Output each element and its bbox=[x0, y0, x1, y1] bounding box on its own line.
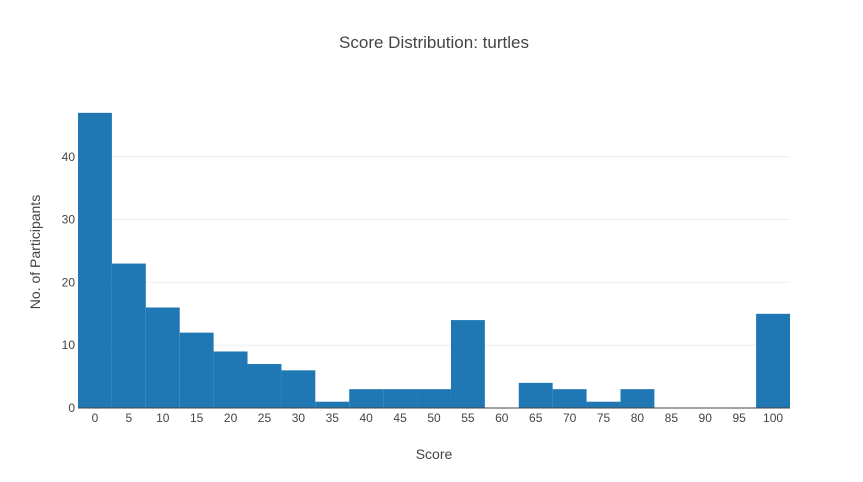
y-tick-label: 10 bbox=[62, 338, 76, 352]
x-tick-label: 55 bbox=[461, 411, 475, 425]
x-tick-label: 70 bbox=[563, 411, 577, 425]
histogram-bar bbox=[586, 401, 621, 408]
histogram-bar bbox=[450, 320, 485, 408]
x-tick-label: 10 bbox=[156, 411, 170, 425]
x-axis-title: Score bbox=[416, 446, 453, 462]
x-tick-label: 30 bbox=[292, 411, 306, 425]
chart-title: Score Distribution: turtles bbox=[339, 33, 529, 52]
histogram-bar bbox=[145, 307, 180, 408]
y-axis-ticks: 0 10 20 30 40 bbox=[62, 150, 76, 415]
x-tick-label: 20 bbox=[224, 411, 238, 425]
x-tick-label: 40 bbox=[360, 411, 374, 425]
x-tick-label: 45 bbox=[393, 411, 407, 425]
histogram-bar bbox=[315, 401, 350, 408]
x-tick-label: 35 bbox=[326, 411, 340, 425]
histogram-bar bbox=[78, 112, 112, 408]
x-tick-label: 15 bbox=[190, 411, 204, 425]
x-tick-label: 75 bbox=[597, 411, 611, 425]
bars bbox=[78, 112, 790, 408]
y-tick-label: 0 bbox=[68, 401, 75, 415]
histogram-bar bbox=[349, 389, 384, 408]
histogram-bar bbox=[179, 332, 214, 408]
histogram-bar bbox=[247, 364, 282, 408]
histogram-bar bbox=[213, 351, 248, 408]
x-tick-label: 90 bbox=[699, 411, 713, 425]
x-tick-label: 100 bbox=[763, 411, 783, 425]
histogram-bar bbox=[518, 382, 553, 408]
x-tick-label: 65 bbox=[529, 411, 543, 425]
gridlines bbox=[78, 156, 790, 346]
histogram-bar bbox=[620, 389, 655, 408]
x-tick-label: 85 bbox=[665, 411, 679, 425]
histogram-bar bbox=[756, 313, 790, 408]
x-tick-label: 50 bbox=[427, 411, 441, 425]
histogram-bar bbox=[552, 389, 587, 408]
histogram-bar bbox=[417, 389, 451, 408]
x-tick-label: 60 bbox=[495, 411, 509, 425]
y-tick-label: 40 bbox=[62, 150, 76, 164]
histogram-bar bbox=[383, 389, 418, 408]
x-tick-label: 5 bbox=[126, 411, 133, 425]
x-tick-label: 95 bbox=[732, 411, 746, 425]
x-tick-label: 80 bbox=[631, 411, 645, 425]
y-tick-label: 30 bbox=[62, 213, 76, 227]
y-tick-label: 20 bbox=[62, 275, 76, 289]
y-axis-title: No. of Participants bbox=[27, 195, 43, 309]
x-axis-ticks: 0 5 10 15 20 25 30 35 40 45 50 55 60 65 70 75 80 85 90 95 10… bbox=[92, 411, 784, 425]
x-tick-label: 0 bbox=[92, 411, 99, 425]
histogram-bar bbox=[281, 370, 316, 408]
histogram-bar bbox=[111, 263, 146, 408]
x-tick-label: 25 bbox=[258, 411, 272, 425]
